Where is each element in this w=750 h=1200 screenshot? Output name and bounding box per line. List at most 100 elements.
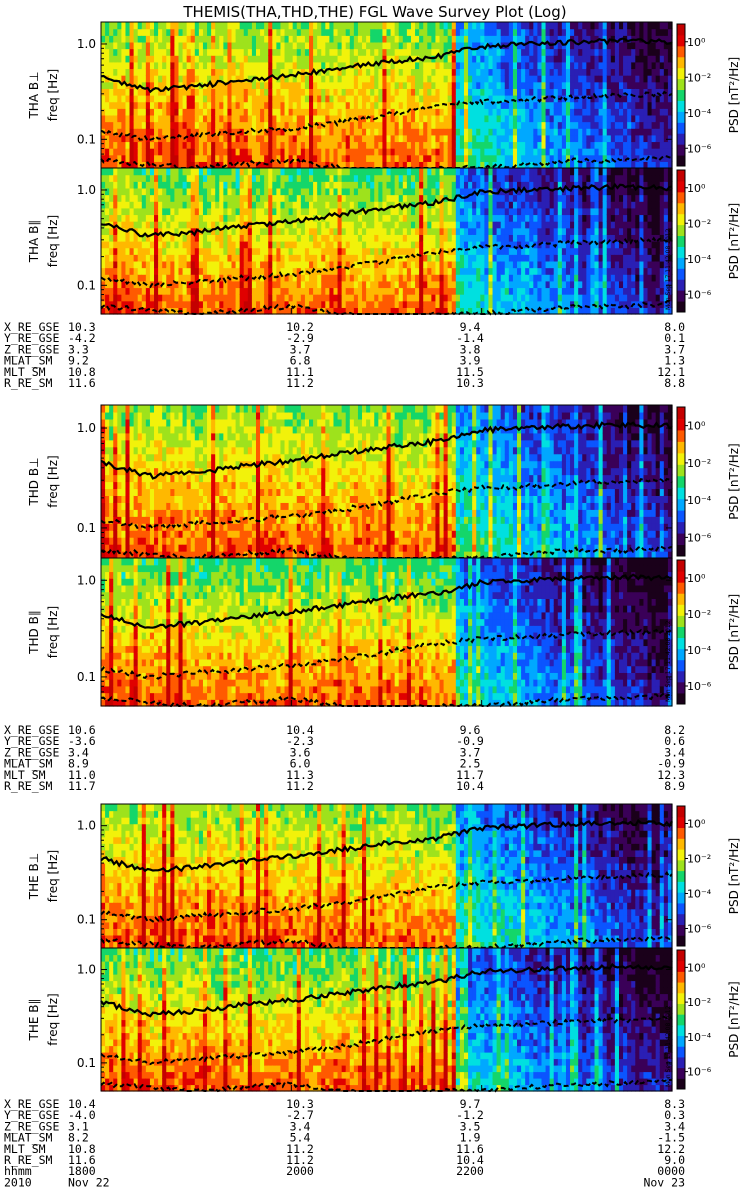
psd-cell	[378, 254, 383, 261]
psd-cell	[480, 35, 485, 42]
psd-cell	[158, 168, 163, 175]
psd-cell	[656, 82, 661, 89]
psd-cell	[207, 115, 212, 122]
psd-cell	[252, 115, 257, 122]
psd-cell	[317, 287, 322, 294]
psd-cell	[395, 49, 400, 56]
psd-cell	[497, 135, 502, 142]
psd-cell	[370, 135, 375, 142]
psd-cell	[517, 22, 522, 29]
psd-cell	[533, 29, 538, 36]
psd-cell	[358, 75, 363, 82]
psd-cell	[472, 148, 477, 155]
psd-cell	[240, 188, 245, 195]
psd-cell	[142, 241, 147, 248]
psd-cell	[329, 301, 334, 308]
psd-cell	[187, 29, 192, 36]
psd-cell	[350, 155, 355, 162]
psd-cell	[440, 42, 445, 49]
psd-cell	[419, 268, 424, 275]
psd-cell	[570, 128, 575, 135]
psd-cell	[435, 241, 440, 248]
psd-cell	[435, 128, 440, 135]
psd-cell	[285, 188, 290, 195]
psd-cell	[207, 254, 212, 261]
psd-cell	[374, 102, 379, 109]
psd-cell	[350, 88, 355, 95]
psd-cell	[648, 115, 653, 122]
psd-cell	[130, 214, 135, 221]
psd-cell	[635, 122, 640, 129]
psd-cell	[521, 88, 526, 95]
psd-cell	[268, 234, 273, 241]
psd-cell	[297, 55, 302, 62]
psd-cell	[297, 35, 302, 42]
psd-cell	[134, 294, 139, 301]
psd-cell	[305, 175, 310, 182]
psd-cell	[382, 29, 387, 36]
psd-cell	[211, 62, 216, 69]
psd-cell	[639, 115, 644, 122]
psd-cell	[272, 115, 277, 122]
psd-cell	[166, 115, 171, 122]
psd-cell	[378, 181, 383, 188]
psd-cell	[219, 42, 224, 49]
psd-cell	[419, 22, 424, 29]
psd-cell	[427, 62, 432, 69]
psd-cell	[305, 201, 310, 208]
psd-cell	[150, 208, 155, 215]
psd-cell	[117, 248, 122, 255]
psd-cell	[166, 181, 171, 188]
psd-cell	[374, 195, 379, 202]
psd-cell	[333, 268, 338, 275]
psd-cell	[382, 268, 387, 275]
psd-cell	[321, 95, 326, 102]
psd-cell	[207, 108, 212, 115]
psd-cell	[472, 68, 477, 75]
psd-cell	[305, 148, 310, 155]
psd-cell	[541, 135, 546, 142]
psd-cell	[362, 42, 367, 49]
psd-cell	[101, 234, 106, 241]
psd-cell	[513, 122, 518, 129]
psd-cell	[232, 228, 237, 235]
psd-cell	[554, 22, 559, 29]
psd-cell	[309, 274, 314, 281]
psd-cell	[578, 108, 583, 115]
psd-cell	[370, 128, 375, 135]
psd-cell	[529, 135, 534, 142]
psd-cell	[117, 254, 122, 261]
psd-cell	[174, 274, 179, 281]
psd-cell	[244, 175, 249, 182]
psd-cell	[493, 95, 498, 102]
psd-cell	[162, 29, 167, 36]
psd-cell	[411, 274, 416, 281]
psd-cell	[272, 208, 277, 215]
psd-cell	[313, 102, 318, 109]
colorbar-segment	[677, 57, 685, 68]
psd-cell	[301, 128, 306, 135]
psd-cell	[293, 201, 298, 208]
psd-cell	[105, 168, 110, 175]
psd-cell	[199, 268, 204, 275]
psd-cell	[358, 29, 363, 36]
psd-cell	[395, 281, 400, 288]
psd-cell	[521, 62, 526, 69]
psd-cell	[362, 88, 367, 95]
psd-cell	[232, 135, 237, 142]
psd-cell	[472, 141, 477, 148]
psd-cell	[191, 175, 196, 182]
psd-cell	[533, 115, 538, 122]
psd-cell	[354, 141, 359, 148]
psd-cell	[631, 62, 636, 69]
psd-cell	[660, 68, 665, 75]
psd-cell	[293, 95, 298, 102]
psd-cell	[317, 82, 322, 89]
psd-cell	[419, 122, 424, 129]
psd-cell	[403, 75, 408, 82]
psd-cell	[366, 68, 371, 75]
psd-cell	[305, 228, 310, 235]
psd-cell	[537, 29, 542, 36]
psd-cell	[627, 29, 632, 36]
psd-cell	[264, 175, 269, 182]
